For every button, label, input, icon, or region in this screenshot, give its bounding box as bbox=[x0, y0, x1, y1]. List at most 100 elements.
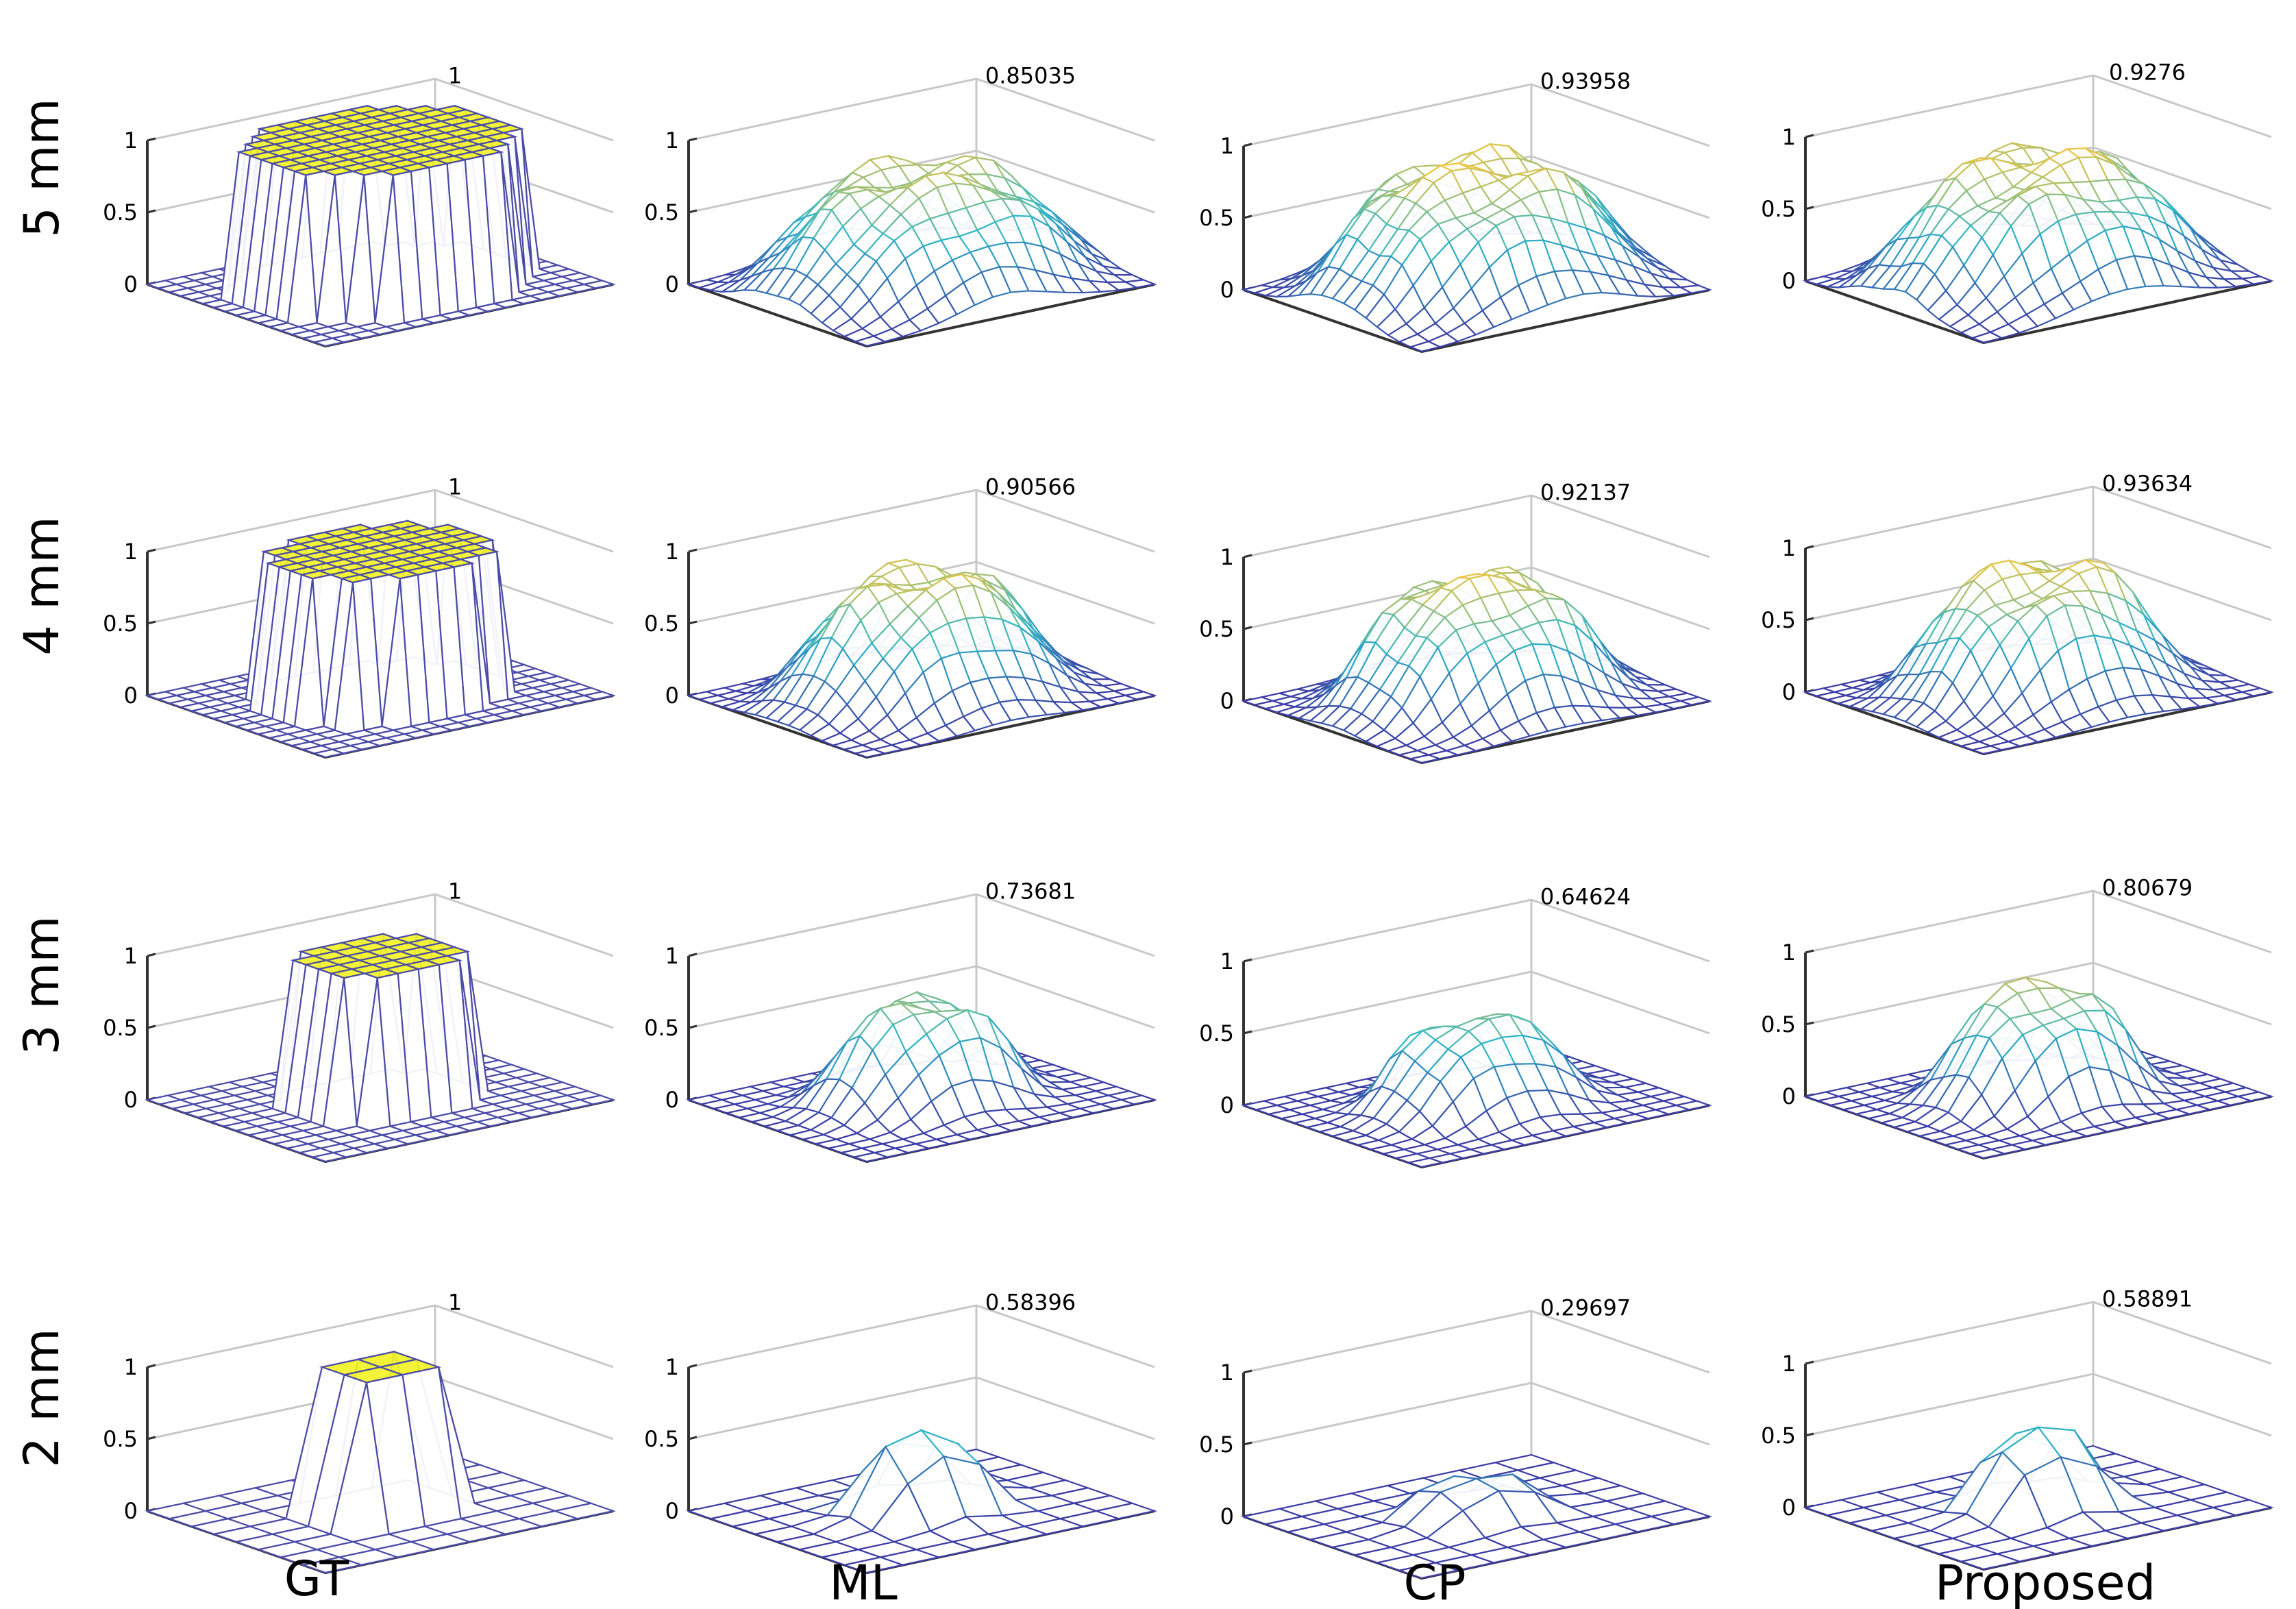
peak-value-label: 0.80679 bbox=[2102, 875, 2193, 901]
z-tick-mark bbox=[147, 953, 156, 957]
z-tick-label: 0.5 bbox=[1761, 607, 1796, 633]
z-tick-label: 0 bbox=[665, 271, 679, 297]
z-tick-mark bbox=[1805, 134, 1814, 138]
z-tick-mark bbox=[1243, 143, 1252, 147]
mesh-cell bbox=[311, 748, 347, 759]
z-tick-label: 0 bbox=[1220, 688, 1234, 714]
z-tick-label: 0 bbox=[1782, 1083, 1796, 1109]
panel-ml-2mm: 0 0.5 1 0.58396 bbox=[644, 1290, 1158, 1575]
column-label-ml: ML bbox=[829, 1555, 897, 1609]
peak-value-label: 0.58396 bbox=[985, 1290, 1076, 1316]
z-tick-label: 1 bbox=[1782, 939, 1796, 966]
panel-proposed-2mm: 0 0.5 1 0.58891 bbox=[1761, 1286, 2275, 1571]
z-tick-label: 1 bbox=[1782, 1351, 1796, 1377]
z-tick-mark bbox=[1243, 958, 1252, 963]
z-tick-mark bbox=[147, 1024, 156, 1029]
mesh-cell bbox=[851, 1152, 891, 1163]
surface-mesh bbox=[144, 933, 617, 1163]
z-tick-mark bbox=[688, 1024, 698, 1029]
back-frame bbox=[1805, 74, 2272, 138]
z-tick-label: 0.5 bbox=[1199, 1432, 1234, 1458]
surface-mesh bbox=[1240, 143, 1712, 352]
row-label-5mm: 5 mm bbox=[14, 98, 70, 237]
column-label-proposed: Proposed bbox=[1935, 1555, 2156, 1609]
z-tick-mark bbox=[1805, 1360, 1814, 1365]
z-tick-label: 0.5 bbox=[103, 1426, 138, 1452]
panel-cp-2mm: 0 0.5 1 0.29697 bbox=[1199, 1295, 1713, 1580]
z-tick-mark bbox=[147, 1364, 156, 1368]
z-tick-mark bbox=[147, 209, 156, 214]
z-tick-label: 0 bbox=[124, 1087, 138, 1113]
panel-cp-4mm: 0 0.5 1 0.92137 bbox=[1199, 480, 1713, 765]
peak-value-label: 0.58891 bbox=[2102, 1286, 2193, 1312]
peak-value-label: 1 bbox=[448, 1290, 462, 1316]
z-tick-mark bbox=[147, 548, 156, 553]
column-label-gt: GT bbox=[284, 1551, 349, 1607]
z-tick-label: 1 bbox=[665, 943, 679, 969]
surface-mesh bbox=[685, 558, 1158, 759]
z-tick-mark bbox=[688, 953, 698, 957]
panel-proposed-4mm: 0 0.5 1 0.93634 bbox=[1761, 471, 2275, 756]
panel-gt-5mm: 0 0.5 1 1 bbox=[103, 63, 617, 348]
panel-gt-4mm: 0 0.5 1 1 bbox=[103, 474, 617, 759]
surface-mesh bbox=[685, 990, 1158, 1163]
panel-ml-5mm: 0 0.5 1 0.85035 bbox=[644, 63, 1157, 348]
peak-value-label: 0.64624 bbox=[1540, 884, 1631, 910]
mesh-cell bbox=[852, 748, 888, 759]
panels-layer: 0 0.5 1 1 0 0.5 1 0.85035 0 0.5 1 0.93958 0 0.5 1 0.927… bbox=[103, 60, 2275, 1580]
mesh-cell bbox=[1969, 745, 2005, 755]
z-tick-mark bbox=[688, 1436, 698, 1440]
z-tick-mark bbox=[147, 620, 156, 625]
back-frame bbox=[1243, 898, 1710, 963]
panel-gt-3mm: 0 0.5 1 1 bbox=[103, 879, 617, 1164]
z-tick-mark bbox=[1805, 617, 1814, 622]
z-tick-label: 0.5 bbox=[1199, 616, 1234, 642]
z-tick-mark bbox=[688, 137, 698, 142]
mesh-cell bbox=[1408, 341, 1442, 352]
z-tick-label: 1 bbox=[1782, 124, 1796, 150]
z-tick-label: 1 bbox=[665, 1354, 679, 1380]
back-frame bbox=[1243, 1310, 1710, 1374]
z-tick-mark bbox=[147, 137, 156, 142]
z-tick-label: 0.5 bbox=[1761, 1423, 1796, 1449]
z-tick-label: 0 bbox=[1782, 268, 1796, 294]
back-frame bbox=[1805, 485, 2272, 550]
z-tick-label: 0 bbox=[1220, 277, 1234, 303]
surface-mesh bbox=[1802, 976, 2275, 1159]
back-frame bbox=[1805, 1301, 2272, 1365]
z-tick-label: 0.5 bbox=[103, 611, 138, 637]
mesh-cell bbox=[1407, 754, 1443, 764]
z-tick-mark bbox=[1243, 1441, 1252, 1446]
z-tick-mark bbox=[688, 548, 698, 553]
z-tick-label: 1 bbox=[124, 1354, 138, 1380]
z-tick-label: 1 bbox=[1220, 1360, 1234, 1386]
z-tick-label: 1 bbox=[1220, 133, 1234, 159]
peak-value-label: 1 bbox=[448, 879, 462, 905]
z-tick-mark bbox=[1805, 949, 1814, 954]
z-tick-mark bbox=[1243, 554, 1252, 558]
z-tick-label: 0.5 bbox=[644, 199, 679, 225]
mesh-cell bbox=[1958, 1553, 2023, 1571]
back-frame bbox=[688, 77, 1155, 142]
peak-value-label: 0.90566 bbox=[985, 474, 1076, 500]
z-tick-label: 0 bbox=[1782, 1495, 1796, 1521]
peak-value-label: 1 bbox=[448, 63, 462, 89]
z-tick-label: 0.5 bbox=[103, 199, 138, 225]
z-tick-label: 1 bbox=[1220, 544, 1234, 570]
back-frame bbox=[688, 1304, 1155, 1368]
z-tick-label: 0 bbox=[665, 683, 679, 709]
panel-cp-5mm: 0 0.5 1 0.93958 bbox=[1199, 69, 1712, 354]
z-tick-mark bbox=[1805, 545, 1814, 550]
mesh-cell bbox=[1970, 331, 2004, 343]
mesh-cell bbox=[1406, 1157, 1446, 1168]
z-tick-label: 0.5 bbox=[103, 1015, 138, 1041]
z-tick-label: 1 bbox=[124, 127, 138, 153]
z-tick-label: 1 bbox=[124, 539, 138, 565]
z-tick-label: 0.5 bbox=[1761, 1011, 1796, 1037]
mesh-cell bbox=[1396, 1562, 1461, 1580]
z-tick-label: 1 bbox=[665, 539, 679, 565]
peak-value-label: 0.85035 bbox=[985, 63, 1076, 89]
z-tick-label: 0 bbox=[1220, 1092, 1234, 1118]
back-frame bbox=[1243, 83, 1710, 147]
